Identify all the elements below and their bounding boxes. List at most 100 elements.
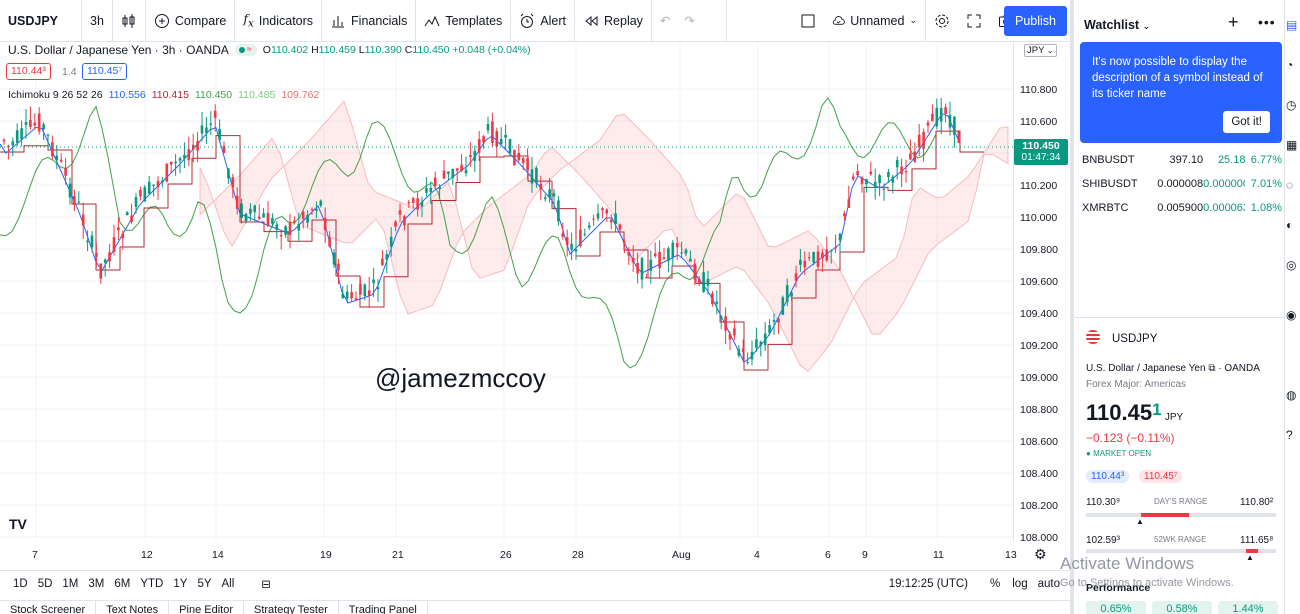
undo-icon[interactable]: ↶: [659, 14, 671, 28]
layout-menu-button[interactable]: Unnamed ⌄: [824, 0, 926, 42]
chart-type-button[interactable]: [113, 0, 146, 42]
candle-body: [117, 227, 120, 231]
clock-label[interactable]: 19:12:25 (UTC): [888, 577, 969, 590]
candle-body: [222, 145, 226, 154]
symbol-legend: U.S. Dollar / Japanese Yen · 3h · OANDA …: [8, 43, 531, 57]
bar-chart-icon: [332, 15, 345, 27]
buy-price-button[interactable]: 110.45⁷: [82, 63, 128, 80]
percent-toggle[interactable]: %: [990, 577, 1001, 590]
external-link-icon[interactable]: ⧉: [1208, 363, 1216, 374]
indicators-button[interactable]: fx Indicators: [235, 0, 323, 42]
watchlist-row[interactable]: SHIBUSDT 0.000008 0.000000 7.01%: [1082, 178, 1282, 190]
hotlists-icon[interactable]: ◉: [1286, 308, 1297, 322]
candle-body: [310, 209, 314, 211]
price-axis[interactable]: [1013, 42, 1070, 542]
panel-tab[interactable]: Strategy Tester: [244, 601, 339, 614]
help-icon[interactable]: ?: [1286, 428, 1293, 442]
watchlist-tooltip: It's now possible to display the descrip…: [1080, 42, 1282, 143]
calendar-icon[interactable]: ◷: [1286, 98, 1297, 112]
panel-tab[interactable]: Pine Editor: [169, 601, 244, 614]
candle-body: [812, 251, 815, 263]
panel-tab[interactable]: Stock Screener: [0, 601, 97, 614]
publish-button[interactable]: Publish: [1004, 6, 1067, 36]
date-range-icon[interactable]: ⊟: [261, 578, 271, 591]
fullscreen-layout-button[interactable]: [792, 0, 824, 42]
broadcast-icon[interactable]: ◍: [1286, 388, 1297, 402]
compare-button[interactable]: Compare: [146, 0, 236, 42]
candle-body: [794, 273, 798, 281]
interval-button[interactable]: 3h: [82, 0, 113, 42]
more-options-icon[interactable]: •••: [1258, 14, 1276, 30]
log-toggle[interactable]: log: [1012, 577, 1028, 590]
performance-label: Performance: [1086, 582, 1151, 594]
alerts-icon[interactable]: ◔: [1286, 58, 1294, 72]
candle-body: [724, 316, 727, 331]
candle-body: [86, 240, 89, 243]
timeframe-button[interactable]: 6M: [114, 577, 131, 590]
templates-button[interactable]: Templates: [416, 0, 512, 42]
timeframe-button[interactable]: 1M: [62, 577, 79, 590]
ichimoku-cloud: [199, 100, 1009, 373]
replay-label: Replay: [604, 13, 643, 28]
timeframe-button[interactable]: 3M: [88, 577, 105, 590]
fullscreen-button[interactable]: [958, 0, 990, 42]
candle-body: [561, 233, 565, 237]
panel-tab[interactable]: Trading Panel: [339, 601, 428, 614]
time-tick-label: 6: [825, 549, 831, 561]
candle-body: [587, 225, 591, 228]
got-it-button[interactable]: Got it!: [1223, 111, 1270, 133]
timeframe-button[interactable]: All: [221, 577, 235, 590]
price-chart[interactable]: [0, 42, 1070, 570]
ideas-icon[interactable]: ◐: [1286, 218, 1294, 232]
candle-body: [2, 139, 6, 142]
timeframe-button[interactable]: 1D: [13, 577, 28, 590]
news-icon[interactable]: ▦: [1286, 138, 1298, 152]
financials-button[interactable]: Financials: [322, 0, 417, 42]
panel-tab[interactable]: Text Notes: [96, 601, 170, 614]
auto-toggle[interactable]: auto: [1037, 577, 1060, 590]
timeframe-button[interactable]: 1Y: [173, 577, 188, 590]
candle-body: [297, 223, 301, 231]
add-symbol-icon[interactable]: +: [1228, 12, 1239, 32]
candle-body: [473, 150, 477, 161]
symbol-search-button[interactable]: USDJPY: [0, 0, 82, 42]
candle-body: [777, 318, 780, 323]
streams-icon[interactable]: ◎: [1286, 258, 1297, 272]
candle-body: [196, 140, 199, 151]
candle-body: [244, 213, 248, 222]
candle-body: [266, 212, 270, 227]
chart-settings-icon[interactable]: ⚙: [1034, 546, 1047, 562]
sell-price-button[interactable]: 110.44³: [6, 63, 51, 80]
watchlist-row[interactable]: XMRBTC 0.005900 0.000063 1.08%: [1082, 202, 1282, 214]
candle-body: [332, 252, 336, 265]
watchlist-icon[interactable]: ▤: [1286, 18, 1298, 32]
chat-icon[interactable]: ◌: [1286, 178, 1294, 192]
candle-body: [948, 115, 952, 128]
candle-body: [865, 179, 868, 185]
replay-button[interactable]: Replay: [575, 0, 652, 42]
candle-body: [702, 272, 705, 292]
details-symbol[interactable]: USDJPY: [1112, 333, 1158, 345]
tradingview-logo[interactable]: TV: [9, 516, 27, 532]
watchlist-row[interactable]: BNBUSDT 397.10 25.18 6.77%: [1082, 154, 1282, 166]
ichimoku-legend[interactable]: Ichimoku 9 26 52 26 110.556 110.415 110.…: [8, 89, 319, 101]
time-tick-label: 26: [500, 549, 512, 561]
candle-body: [825, 249, 829, 261]
redo-icon[interactable]: ↷: [684, 14, 695, 28]
price-tick-label: 110.000: [1020, 212, 1058, 224]
timeframe-button[interactable]: 5Y: [197, 577, 212, 590]
candle-body: [807, 257, 811, 259]
candle-body: [592, 218, 595, 220]
time-tick-label: 14: [212, 549, 224, 561]
candle-body: [213, 110, 217, 118]
timeframe-button[interactable]: YTD: [140, 577, 164, 590]
currency-select[interactable]: JPY ⌄: [1024, 44, 1057, 57]
candle-body: [640, 258, 644, 280]
candle-body: [451, 168, 455, 178]
timeframe-button[interactable]: 5D: [37, 577, 53, 590]
timeframe-buttons: 1D 5D 1M 3M 6M YTD 1Y 5Y All: [0, 578, 239, 590]
candle-body: [799, 259, 802, 265]
settings-button[interactable]: [926, 0, 958, 42]
alert-button[interactable]: Alert: [511, 0, 576, 42]
watchlist-title[interactable]: Watchlist ⌄: [1084, 18, 1151, 32]
